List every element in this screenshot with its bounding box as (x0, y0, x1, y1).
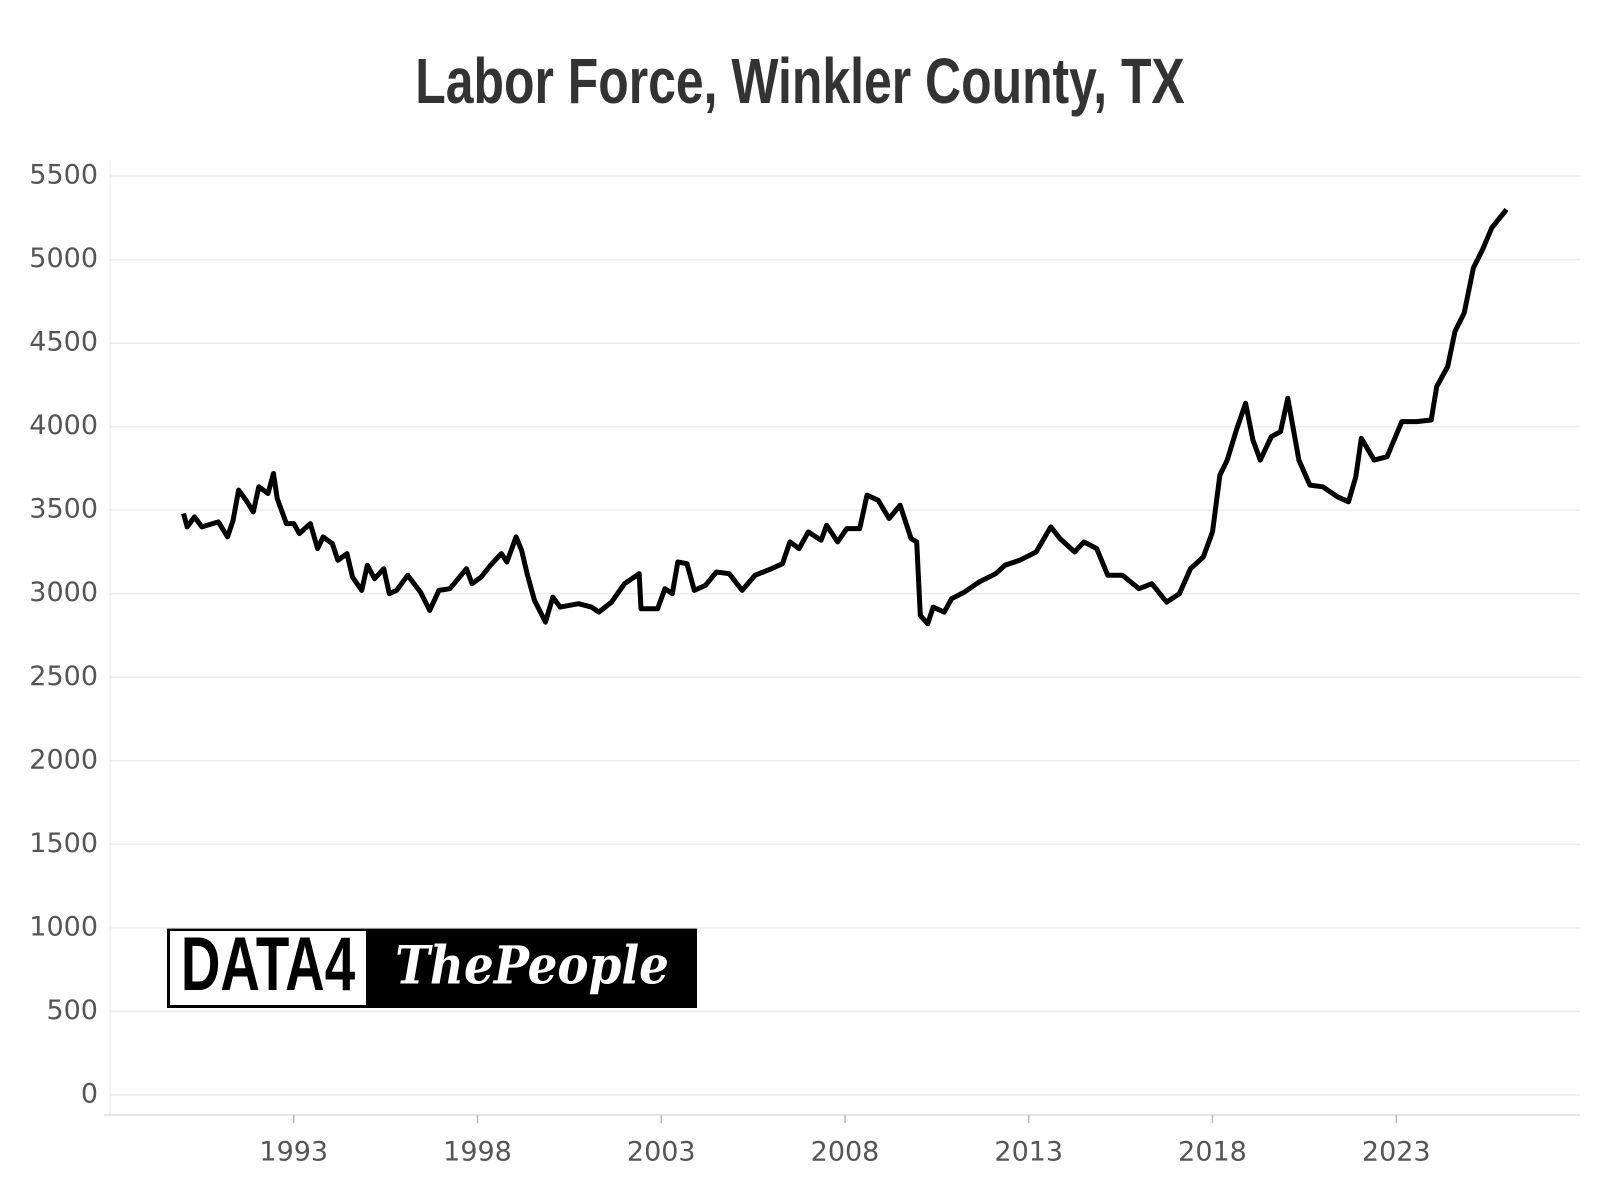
y-tick-label: 500 (46, 995, 98, 1026)
y-tick-label: 5500 (29, 160, 98, 191)
logo-inner (170, 931, 366, 1005)
y-tick-label: 3000 (29, 577, 98, 608)
chart-title: Labor Force, Winkler County, TX (415, 46, 1184, 117)
y-tick-label: 3500 (29, 494, 98, 525)
x-tick-label: 2018 (1178, 1137, 1247, 1168)
y-tick-label: 1000 (29, 911, 98, 942)
x-tick-label: 1998 (443, 1137, 512, 1168)
y-tick-label: 0 (81, 1078, 98, 1109)
line (181, 207, 1509, 627)
logo-left: DATA4 (181, 922, 355, 1007)
y-tick-label: 1500 (29, 828, 98, 859)
x-tick-label: 1993 (259, 1137, 328, 1168)
x-tick-label: 2003 (627, 1137, 696, 1168)
x-tick-label: 2008 (811, 1137, 880, 1168)
x-tick-label: 2023 (1362, 1137, 1431, 1168)
logo-right: ThePeople (395, 935, 669, 996)
logo: DATA4 ThePeople (167, 922, 697, 1008)
y-tick-label: 2500 (29, 661, 98, 692)
y-tick-label: 4000 (29, 410, 98, 441)
y-tick-label: 4500 (29, 327, 98, 358)
x-tick-label: 2013 (994, 1137, 1063, 1168)
y-tick-label: 5000 (29, 243, 98, 274)
y-tick-label: 2000 (29, 744, 98, 775)
